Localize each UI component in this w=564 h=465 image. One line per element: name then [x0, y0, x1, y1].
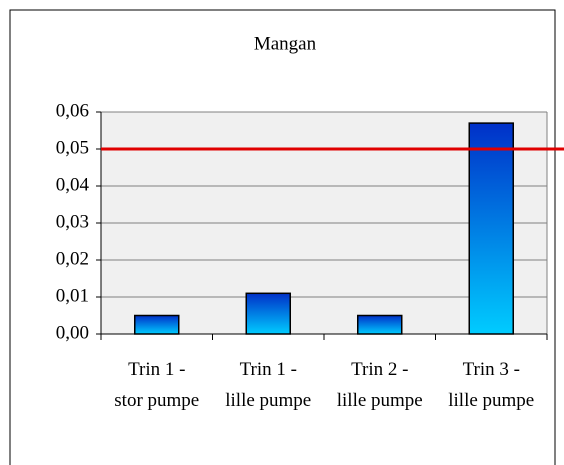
y-tick-label: 0,03 [56, 211, 89, 232]
y-tick-label: 0,02 [56, 248, 89, 269]
bar [134, 314, 180, 335]
chart-border [9, 9, 556, 465]
y-tick-label: 0,06 [56, 100, 89, 121]
y-tick-label: 0,01 [56, 285, 89, 306]
bar [245, 292, 291, 335]
bar [468, 122, 514, 335]
bar [357, 314, 403, 335]
y-tick-label: 0,04 [56, 174, 90, 195]
y-tick-label: 0,05 [56, 137, 89, 158]
chart-title: Mangan [254, 33, 317, 54]
x-tick-label: Trin 1 - stor pumpe [114, 359, 200, 411]
x-tick-label: Trin 3 - lille pumpe [448, 359, 535, 411]
x-tick-label: Trin 2 - lille pumpe [336, 359, 423, 411]
y-tick-label: 0,00 [56, 322, 89, 343]
x-tick-label: Trin 1 - lille pumpe [225, 359, 312, 411]
